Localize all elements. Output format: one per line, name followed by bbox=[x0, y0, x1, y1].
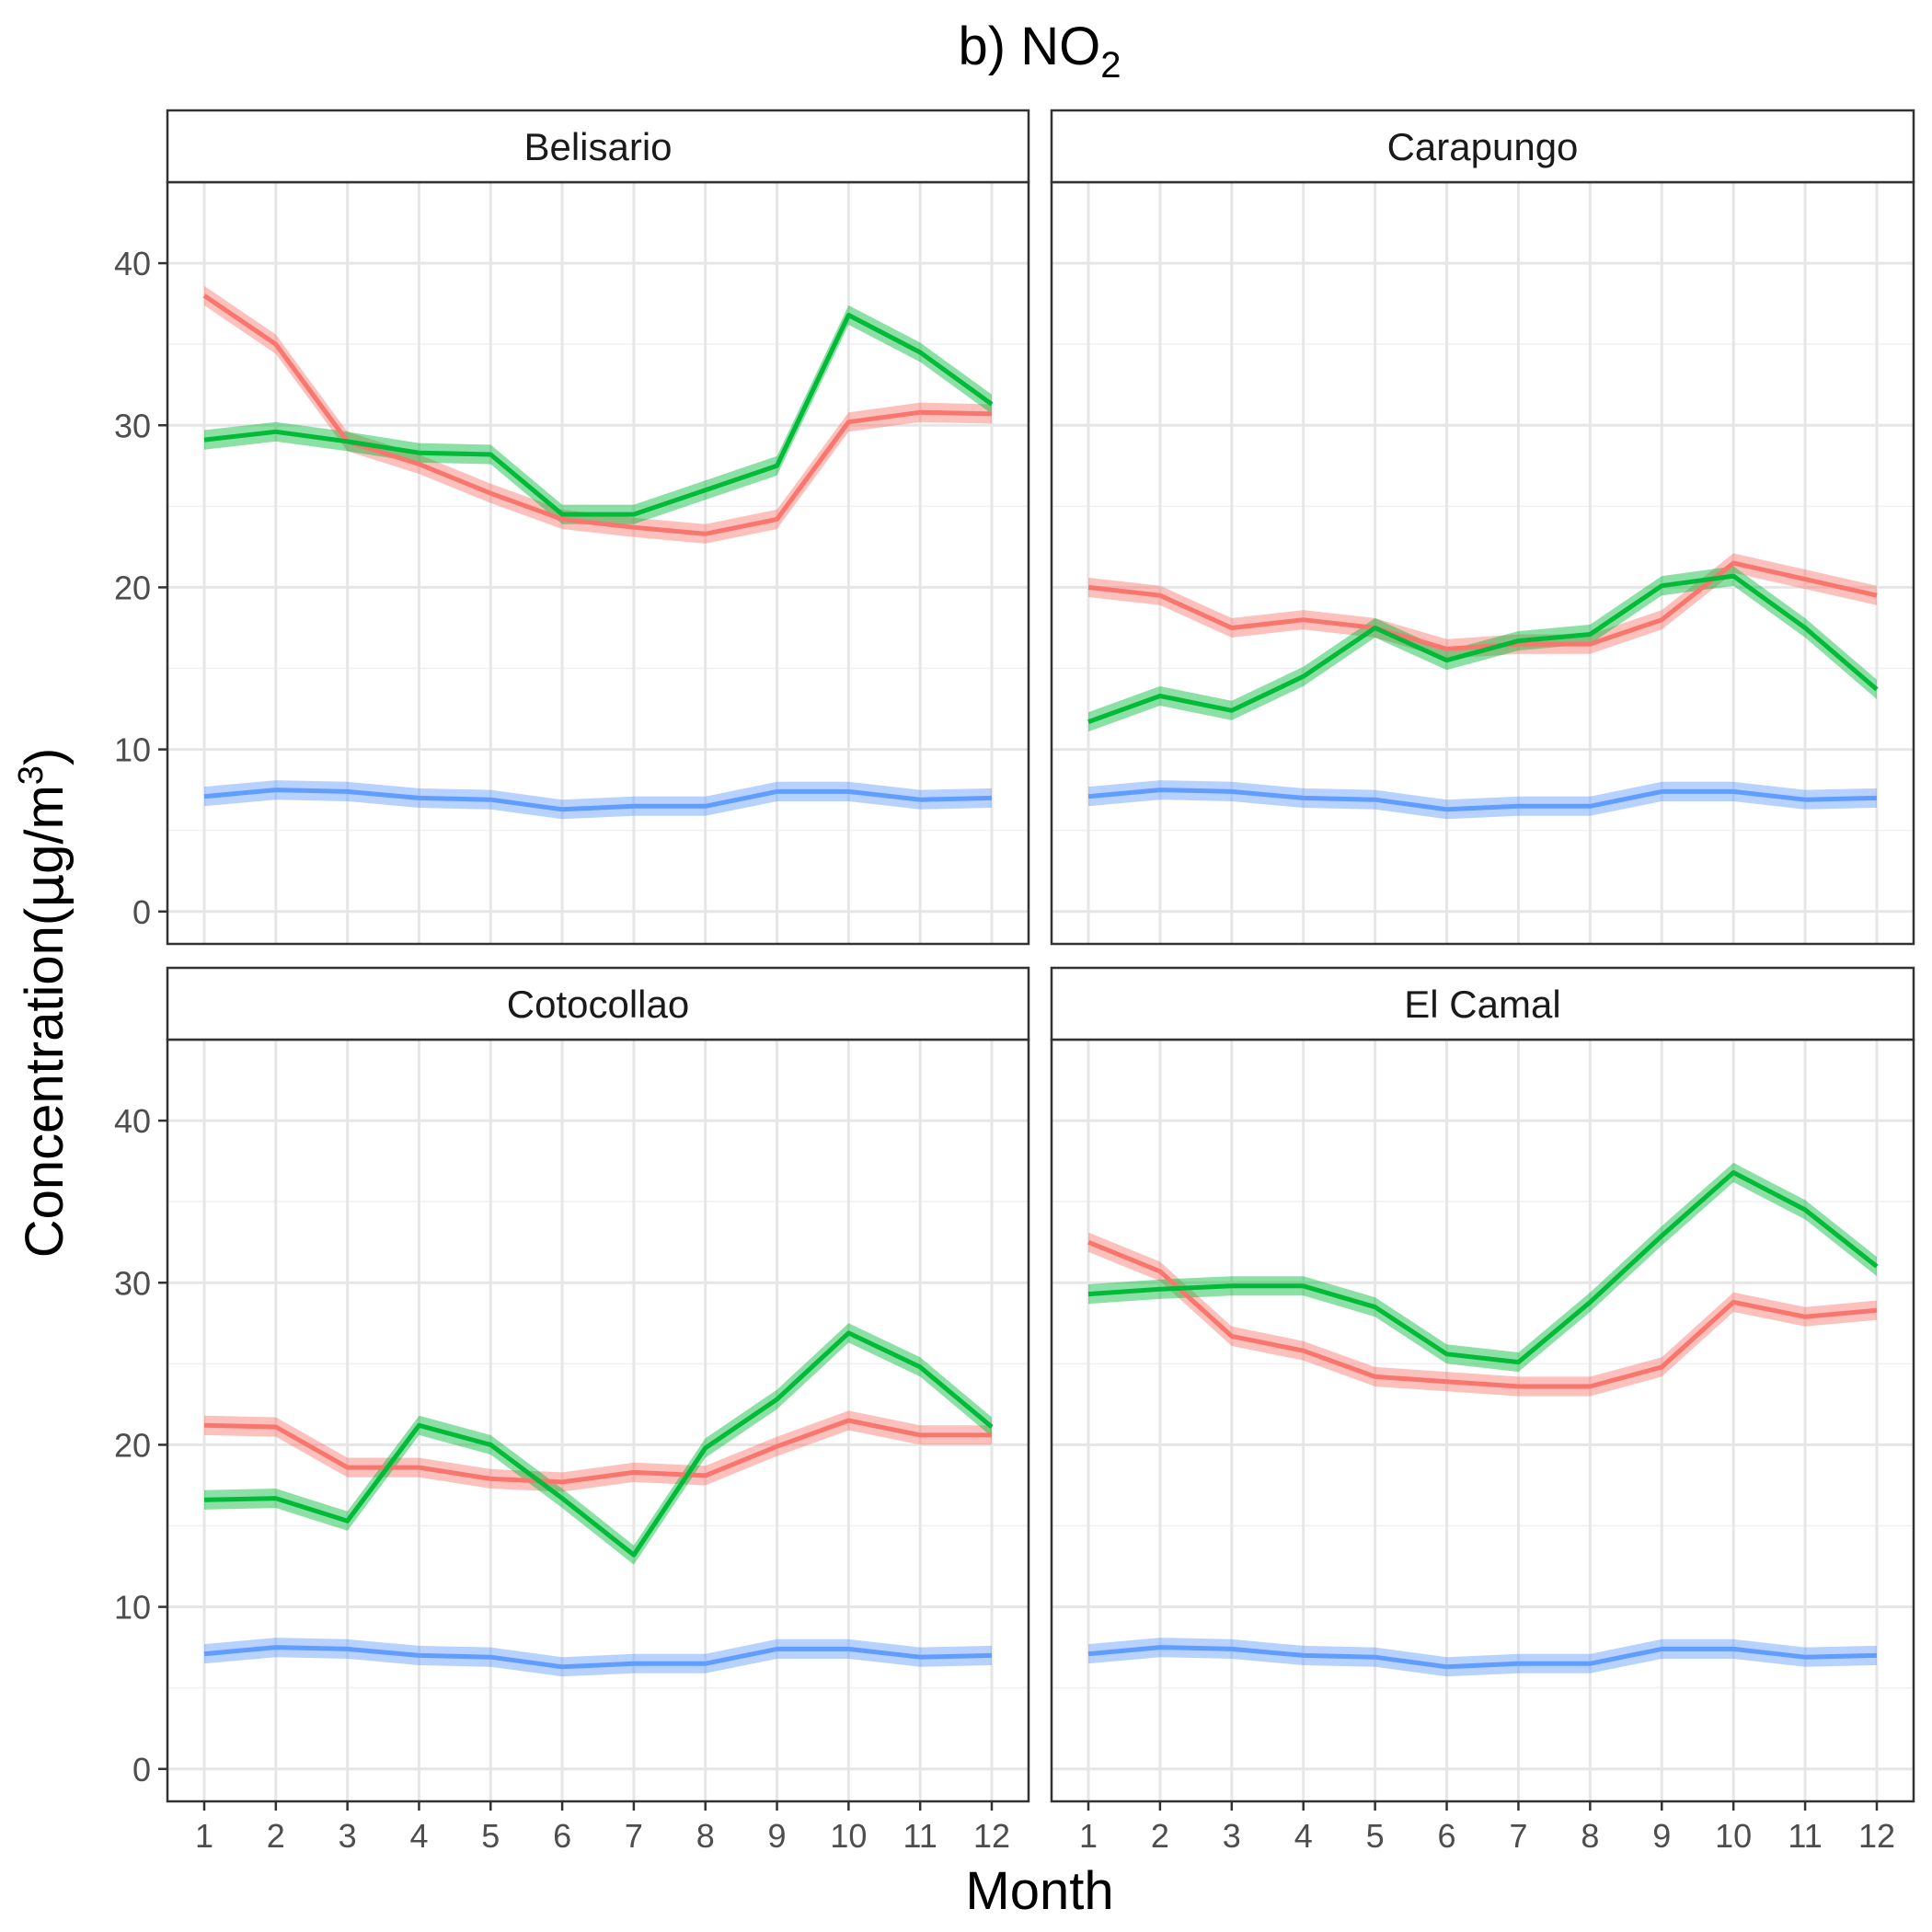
x-tick-label: 6 bbox=[1438, 1817, 1456, 1855]
series-ribbon-green bbox=[1088, 1162, 1877, 1373]
strip-label: El Camal bbox=[1404, 983, 1560, 1026]
x-tick-label: 1 bbox=[195, 1817, 213, 1855]
y-tick-label: 10 bbox=[114, 1589, 151, 1627]
x-tick-label: 10 bbox=[830, 1817, 867, 1855]
x-tick-label: 4 bbox=[409, 1817, 428, 1855]
series-line-blue bbox=[203, 788, 993, 812]
series-line-blue bbox=[1087, 1645, 1878, 1670]
strip-background bbox=[166, 109, 1030, 184]
x-tick-label: 6 bbox=[553, 1817, 571, 1855]
y-tick-label: 20 bbox=[114, 569, 151, 606]
x-axis-label: Month bbox=[965, 1861, 1113, 1921]
series-ribbon-red bbox=[1088, 553, 1877, 659]
x-tick-label: 3 bbox=[339, 1817, 357, 1855]
x-tick-label: 8 bbox=[696, 1817, 715, 1855]
series-ribbon-red bbox=[1088, 1232, 1877, 1397]
panel-background bbox=[167, 1040, 1029, 1801]
strip-label: Cotocollao bbox=[507, 983, 689, 1026]
x-tick-label: 2 bbox=[267, 1817, 285, 1855]
series-line-green bbox=[1087, 573, 1879, 724]
y-tick-label: 10 bbox=[114, 731, 151, 769]
strip-background bbox=[1050, 966, 1915, 1041]
x-tick-label: 5 bbox=[1366, 1817, 1385, 1855]
panel-0: Belisario 0 10 20 30 40 bbox=[114, 109, 1030, 946]
x-tick-label: 9 bbox=[768, 1817, 787, 1855]
panels-layer: Belisario 0 10 20 30 40 Carapungo Cotocollao 0 10… bbox=[114, 109, 1915, 1855]
series-ribbon-red bbox=[204, 1410, 992, 1492]
x-tick-label: 8 bbox=[1581, 1817, 1599, 1855]
panel-1: Carapungo bbox=[1050, 109, 1915, 946]
x-tick-label: 4 bbox=[1294, 1817, 1313, 1855]
chart-title-text: b) NO bbox=[959, 17, 1101, 76]
panel-background bbox=[1052, 1040, 1914, 1801]
y-tick-label: 20 bbox=[114, 1426, 151, 1464]
x-tick-label: 1 bbox=[1079, 1817, 1098, 1855]
series-line-red bbox=[202, 293, 993, 536]
series-line-red bbox=[203, 1418, 992, 1485]
x-tick-label: 11 bbox=[1788, 1817, 1822, 1855]
y-axis-label: Concentration(μg/m3) bbox=[12, 748, 75, 1259]
chart-title-subscript: 2 bbox=[1100, 45, 1121, 86]
strip-label: Belisario bbox=[523, 125, 672, 168]
x-tick-label: 7 bbox=[1509, 1817, 1527, 1855]
series-line-green bbox=[1087, 1170, 1879, 1365]
y-tick-label: 40 bbox=[114, 245, 151, 282]
x-tick-label: 7 bbox=[625, 1817, 643, 1855]
series-line-blue bbox=[203, 1645, 993, 1670]
x-tick-label: 2 bbox=[1151, 1817, 1169, 1855]
panel-background bbox=[167, 182, 1029, 944]
strip-background bbox=[166, 966, 1030, 1041]
x-tick-label: 5 bbox=[481, 1817, 500, 1855]
x-tick-label: 12 bbox=[1858, 1817, 1895, 1855]
x-tick-label: 9 bbox=[1652, 1817, 1671, 1855]
panel-background bbox=[1052, 182, 1914, 944]
y-tick-label: 30 bbox=[114, 1264, 151, 1302]
series-line-red bbox=[1087, 1239, 1878, 1389]
series-line-green bbox=[203, 1330, 994, 1558]
y-tick-label: 0 bbox=[132, 1751, 151, 1788]
strip-background bbox=[1050, 109, 1915, 184]
series-line-red bbox=[1087, 560, 1878, 651]
series-line-green bbox=[203, 313, 994, 517]
y-tick-label: 0 bbox=[132, 893, 151, 931]
series-line-blue bbox=[1087, 788, 1878, 812]
strip-label: Carapungo bbox=[1387, 125, 1579, 168]
y-tick-label: 30 bbox=[114, 407, 151, 444]
x-tick-label: 12 bbox=[973, 1817, 1010, 1855]
x-tick-label: 3 bbox=[1223, 1817, 1241, 1855]
x-tick-label: 11 bbox=[903, 1817, 937, 1855]
chart-title: b) NO2 bbox=[959, 17, 1121, 86]
x-tick-label: 10 bbox=[1715, 1817, 1752, 1855]
y-tick-label: 40 bbox=[114, 1102, 151, 1140]
